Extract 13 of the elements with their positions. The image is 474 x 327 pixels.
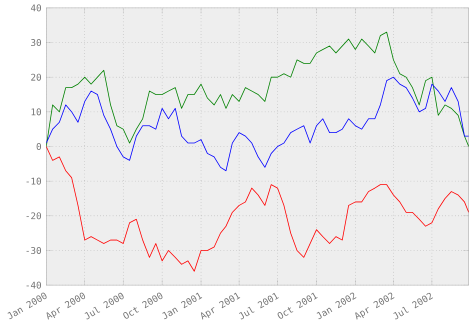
line-series (46, 146, 469, 272)
y-tick-label: -40 (26, 281, 42, 288)
y-tick-label: -20 (26, 212, 42, 220)
y-tick-label: -30 (26, 246, 42, 254)
y-tick-label: 40 (30, 4, 42, 12)
y-tick-label: -10 (26, 178, 42, 184)
y-tick-label: 20 (31, 74, 42, 81)
x-tick-label: Jan 2002 (316, 292, 356, 320)
y-tick-label: 30 (31, 38, 42, 46)
x-tick-label: Jul 2001 (238, 292, 279, 320)
y-tick-label: 10 (32, 108, 42, 116)
y-tick-label: 0 (36, 142, 42, 150)
line-series (46, 76, 469, 171)
